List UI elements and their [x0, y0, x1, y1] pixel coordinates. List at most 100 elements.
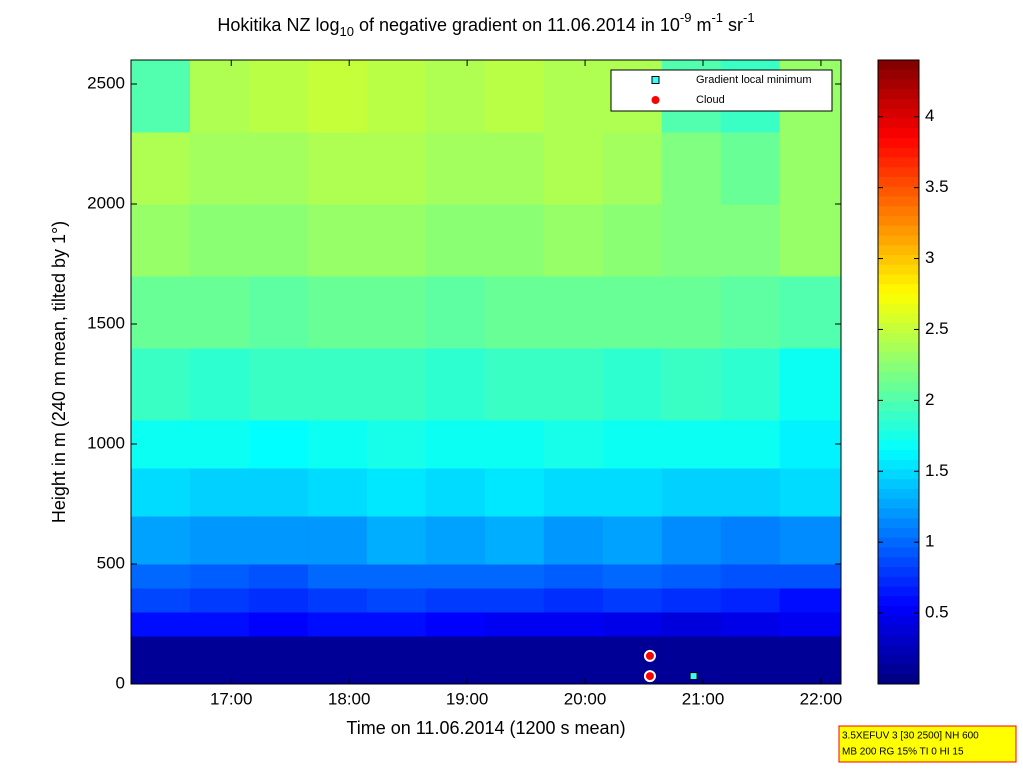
colorbar-tick-label: 4	[925, 106, 934, 125]
heatmap-cell	[307, 420, 368, 469]
heatmap-cell	[425, 636, 486, 685]
colorbar-swatch	[878, 567, 919, 578]
colorbar-swatch	[878, 60, 919, 71]
overlay: 17:00 18:00 19:00 20:00 21:00 22:00 0 500 1000 15…	[49, 10, 1017, 763]
title-part: sr	[723, 15, 743, 35]
heatmap-cell	[602, 516, 663, 565]
heatmap-cell	[189, 516, 250, 565]
colorbar-swatch	[878, 518, 919, 529]
colorbar-swatch	[878, 118, 919, 129]
heatmap-cell	[307, 516, 368, 565]
heatmap-cell	[366, 564, 427, 589]
x-tick-label: 22:00	[800, 689, 843, 708]
heatmap-cell	[720, 516, 781, 565]
heatmap-cell	[602, 420, 663, 469]
heatmap-cell	[248, 420, 309, 469]
colorbar-swatch	[878, 333, 919, 344]
heatmap-cell	[307, 348, 368, 421]
heatmap-cell	[484, 276, 545, 349]
colorbar-swatch	[878, 420, 919, 431]
heatmap-cell	[425, 516, 486, 565]
colorbar-swatch	[878, 479, 919, 490]
heatmap-cell	[720, 132, 781, 205]
heatmap-cell	[189, 60, 250, 133]
heatmap-cell	[779, 636, 842, 685]
info-box	[838, 725, 1017, 763]
heatmap-cell	[484, 612, 545, 637]
heatmap-cell	[248, 204, 309, 277]
colorbar-swatch	[878, 469, 919, 480]
heatmap-cell	[248, 516, 309, 565]
colorbar-swatch	[878, 381, 919, 392]
heatmap-cell	[248, 612, 309, 637]
heatmap-cell	[131, 420, 191, 469]
colorbar-swatch	[878, 264, 919, 275]
heatmap-cell	[131, 468, 191, 517]
heatmap-cell	[543, 204, 604, 277]
heatmap-cell	[366, 468, 427, 517]
colorbar-swatch	[878, 235, 919, 246]
heatmap-cell	[131, 516, 191, 565]
y-tick-label: 0	[116, 673, 125, 692]
colorbar-swatch	[878, 225, 919, 236]
y-tick-label: 500	[97, 553, 125, 572]
y-tick-label: 1000	[87, 433, 125, 452]
marker-square	[689, 672, 698, 681]
heatmap-cell	[307, 588, 368, 613]
heatmap-cell	[779, 204, 842, 277]
info-line: 3.5XEFUV 3 [30 2500] NH 600	[842, 731, 979, 742]
legend-label: Gradient local minimum	[696, 74, 812, 86]
title-part: -1	[743, 10, 755, 25]
heatmap-cell	[720, 588, 781, 613]
heatmap-cell	[307, 636, 368, 685]
heatmap-cell	[366, 420, 427, 469]
colorbar-tick-label: 2.5	[925, 319, 949, 338]
title-part: -1	[711, 10, 723, 25]
marker-circle	[643, 670, 656, 683]
legend-marker	[649, 94, 662, 106]
heatmap-cell	[131, 60, 191, 133]
heatmap-cell	[248, 132, 309, 205]
colorbar-swatch	[878, 79, 919, 90]
heatmap-cell	[779, 348, 842, 421]
colorbar-swatch	[878, 294, 919, 305]
colorbar-swatch	[878, 157, 919, 168]
heatmap-cell	[307, 132, 368, 205]
heatmap-cell	[661, 276, 722, 349]
heatmap-cell	[307, 564, 368, 589]
colorbar-swatch	[878, 557, 919, 568]
heatmap-cell	[779, 468, 842, 517]
heatmap-cell	[248, 60, 309, 133]
colorbar-swatch	[878, 89, 919, 100]
heatmap-cell	[661, 348, 722, 421]
heatmap-cell	[131, 564, 191, 589]
heatmap-cell	[543, 588, 604, 613]
heatmap-cell	[248, 468, 309, 517]
colorbar-swatch	[878, 206, 919, 217]
heatmap-cell	[366, 348, 427, 421]
heatmap-cell	[484, 204, 545, 277]
heatmap-cell	[543, 348, 604, 421]
heatmap-cell	[248, 636, 309, 685]
heatmap-cell	[661, 612, 722, 637]
heatmap-cell	[248, 564, 309, 589]
heatmap-cell	[720, 564, 781, 589]
colorbar-swatch	[878, 362, 919, 373]
heatmap-cell	[720, 612, 781, 637]
heatmap-cell	[189, 588, 250, 613]
heatmap-cell	[720, 276, 781, 349]
y-axis-label: Height in m (240 m mean, tilted by 1°)	[49, 221, 69, 523]
heatmap-cell	[543, 276, 604, 349]
colorbar-swatch	[878, 615, 919, 626]
heatmap-cell	[366, 588, 427, 613]
colorbar-swatch	[878, 606, 919, 617]
heatmap-cell	[131, 636, 191, 685]
colorbar-swatch	[878, 255, 919, 266]
heatmap-cell	[425, 276, 486, 349]
heatmap-cell	[366, 516, 427, 565]
heatmap-cell	[366, 612, 427, 637]
title-part: -9	[680, 10, 692, 25]
colorbar-swatch	[878, 342, 919, 353]
